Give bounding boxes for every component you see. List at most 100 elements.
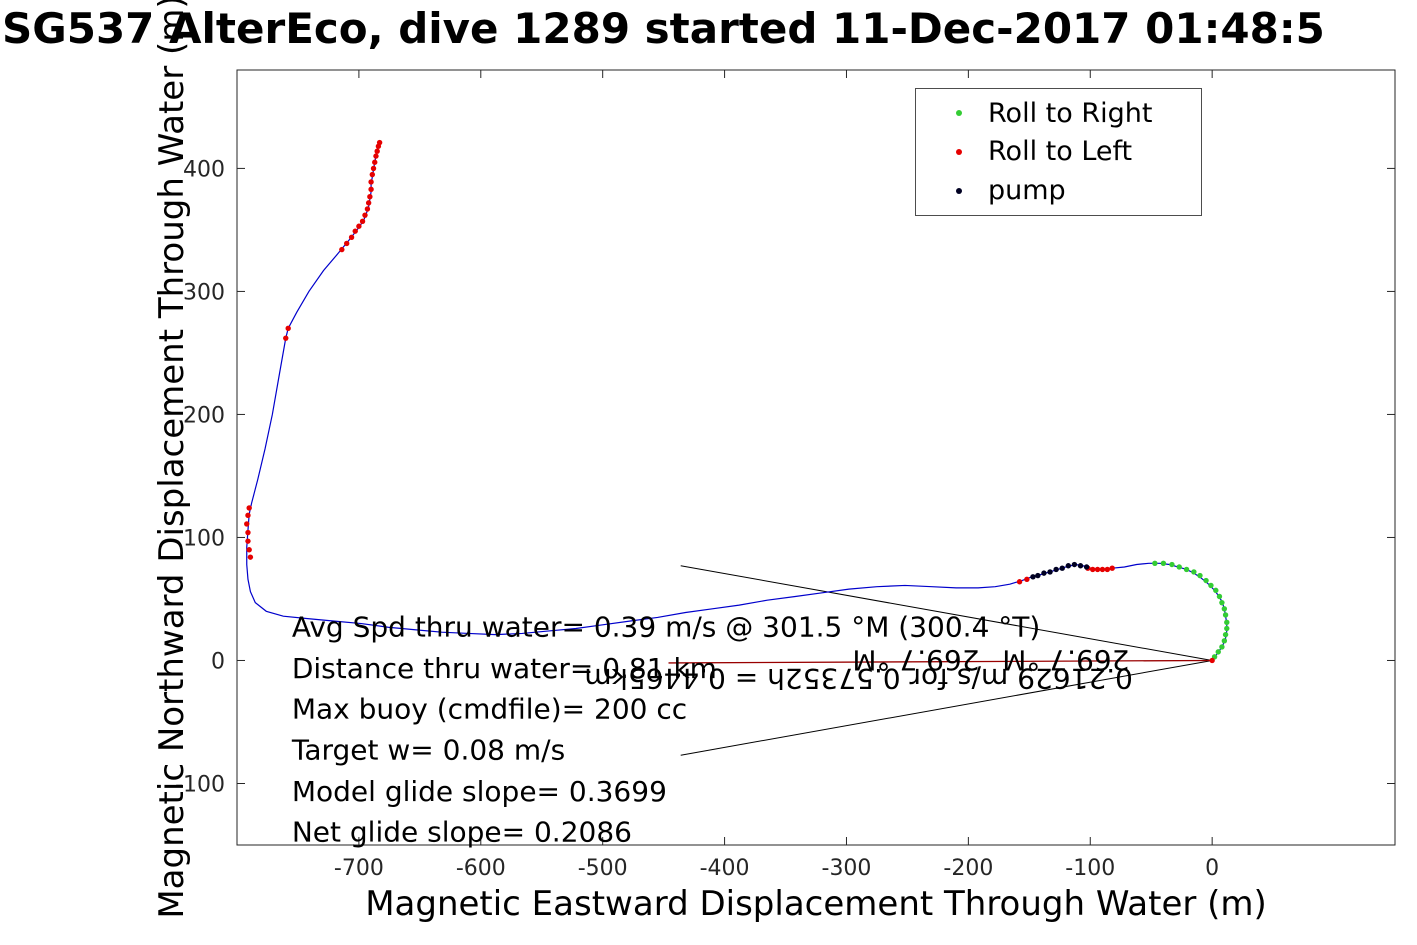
heading-cone-upper-line [680, 565, 1213, 661]
roll-to-right-point [1213, 587, 1219, 594]
roll-to-left-point [285, 325, 291, 332]
roll-to-left-point [348, 234, 355, 241]
roll-to-right-point [1224, 619, 1230, 626]
annotation-text: Max buoy (cmdfile)= 200 cc [292, 693, 687, 726]
roll-to-left-point [244, 521, 250, 527]
y-tick-label: 400 [183, 157, 225, 182]
roll-to-right-point [1222, 612, 1229, 618]
roll-to-right-point [1221, 638, 1228, 644]
pump-point [1035, 572, 1041, 579]
roll-to-left-point [344, 240, 350, 247]
roll-to-left-point [245, 538, 251, 544]
roll-to-right-point [1219, 599, 1225, 606]
x-tick-label: -400 [700, 856, 750, 881]
roll-to-left-point [376, 139, 383, 146]
rotated-annotation-text: 0.21629 m/s for 0.57352h = 0.4465km [584, 662, 1133, 695]
roll-to-right-point [1224, 625, 1230, 632]
y-tick-label: -100 [175, 772, 225, 797]
roll-to-left-point [372, 159, 378, 165]
chart-title: SG537 AlterEco, dive 1289 started 11-Dec… [2, 4, 1325, 53]
roll-to-left-point [1024, 576, 1030, 582]
roll-to-left-point [339, 246, 345, 253]
heading-cone-lower-line [680, 659, 1213, 756]
x-tick-label: -100 [1065, 856, 1115, 881]
roll-to-left-marker-icon [956, 148, 962, 155]
y-tick-label: 300 [183, 280, 225, 305]
roll-to-right-point [1176, 564, 1182, 570]
rotated-annotation-text: 269.7 °M [852, 644, 979, 677]
x-tick-label: -200 [943, 856, 993, 881]
legend-label-roll-right: Roll to Right [988, 97, 1153, 129]
roll-to-right-marker-icon [956, 110, 962, 117]
x-tick-label: -500 [578, 856, 628, 881]
roll-to-left-point [352, 228, 358, 234]
annotation-text: Model glide slope= 0.3699 [292, 775, 667, 808]
roll-to-left-point [245, 512, 251, 519]
x-axis-label: Magnetic Eastward Displacement Through W… [365, 884, 1267, 924]
roll-to-left-point [1104, 566, 1111, 573]
roll-to-right-point [1191, 569, 1197, 575]
roll-to-left-point [1109, 565, 1115, 571]
roll-to-left-point [364, 206, 371, 212]
roll-to-left-point [356, 223, 362, 229]
roll-to-left-point [370, 165, 377, 172]
pump-point [1083, 564, 1090, 570]
y-tick-label: 0 [211, 649, 225, 674]
roll-to-left-point [369, 171, 376, 178]
x-tick-label: -700 [334, 856, 384, 881]
roll-to-left-point [1016, 579, 1023, 585]
roll-to-left-point [247, 554, 254, 560]
roll-to-left-point [373, 153, 379, 159]
roll-to-left-point [374, 148, 380, 154]
roll-to-left-point [1099, 566, 1106, 573]
annotation-text: Distance thru water= 0.81 km [292, 652, 717, 685]
roll-to-right-point [1208, 582, 1214, 589]
pump-point [1059, 565, 1065, 571]
roll-to-right-point [1160, 560, 1167, 566]
roll-to-right-point [1221, 606, 1228, 612]
annotation-text: Target w= 0.08 m/s [291, 733, 565, 766]
roll-to-left-point [1209, 657, 1215, 664]
roll-to-right-point [1216, 593, 1223, 600]
roll-to-left-point [367, 194, 373, 200]
pump-point [1077, 563, 1084, 569]
roll-to-right-point [1197, 572, 1203, 579]
legend-label-roll-left: Roll to Left [988, 136, 1133, 168]
trajectory-line [246, 142, 1228, 661]
x-tick-label: -600 [456, 856, 506, 881]
roll-to-right-point [1203, 577, 1209, 584]
x-tick-label: 0 [1205, 856, 1219, 881]
legend: Roll to Right Roll to Left pump [915, 88, 1202, 216]
pump-point [1047, 569, 1053, 575]
plot-border [236, 69, 1396, 846]
pump-point [1030, 574, 1036, 580]
y-tick-label: 100 [183, 526, 225, 551]
roll-to-left-point [1094, 566, 1101, 573]
roll-to-left-point [246, 547, 252, 553]
roll-to-right-point [1152, 560, 1158, 566]
y-axis-label: Magnetic Northward Displacement Through … [152, 0, 192, 919]
legend-row-roll-left: Roll to Left [916, 138, 1201, 165]
roll-to-right-point [1183, 566, 1190, 573]
annotation-text: Avg Spd thru water= 0.39 m/s @ 301.5 °M … [292, 610, 1040, 643]
roll-to-left-point [365, 200, 372, 206]
pump-marker-icon [956, 187, 962, 194]
roll-to-left-point [362, 212, 368, 218]
roll-to-left-point [246, 505, 252, 511]
roll-to-right-point [1169, 561, 1175, 568]
y-tick-label: 200 [183, 403, 225, 428]
pump-point [1071, 561, 1078, 568]
legend-row-roll-right: Roll to Right [916, 100, 1201, 127]
legend-label-pump: pump [988, 175, 1066, 207]
roll-to-left-point [283, 335, 289, 341]
annotation-text: Net glide slope= 0.2086 [292, 816, 632, 849]
legend-row-pump: pump [916, 177, 1201, 204]
pump-point [1065, 563, 1072, 569]
roll-to-right-point [1215, 649, 1221, 655]
roll-to-left-point [368, 186, 374, 193]
current-drift-line [668, 659, 1213, 664]
rotated-annotation-text: 269.7 °M [1002, 644, 1129, 677]
roll-to-left-point [359, 218, 366, 225]
